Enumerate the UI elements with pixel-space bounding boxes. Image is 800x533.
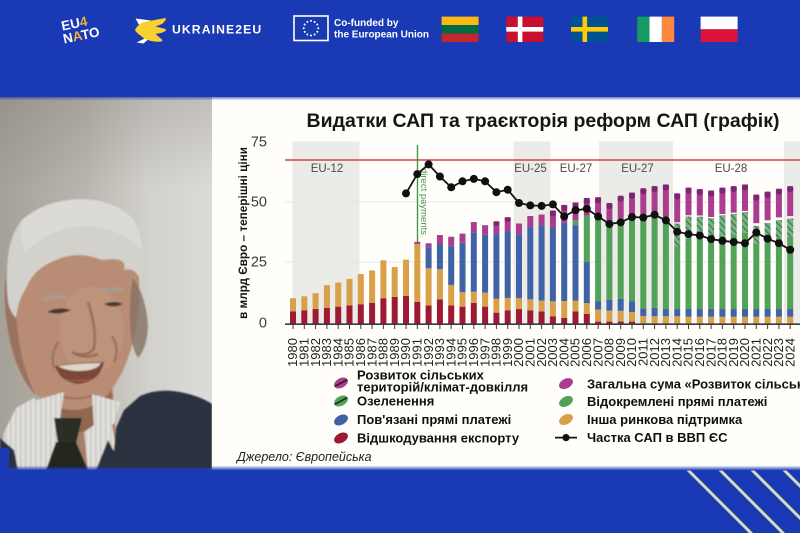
svg-text:1989: 1989 [387,338,402,367]
svg-text:25: 25 [251,255,267,271]
svg-text:2021: 2021 [749,338,764,367]
svg-text:EU4: EU4 [60,13,89,33]
svg-text:direct payments: direct payments [419,168,429,236]
svg-text:Розвиток сільських: Розвиток сільських [357,368,485,383]
svg-text:1994: 1994 [443,338,458,367]
svg-text:1985: 1985 [342,338,357,367]
svg-text:2018: 2018 [715,338,730,367]
svg-text:EU-27: EU-27 [560,163,593,175]
svg-text:2006: 2006 [579,338,594,367]
svg-text:в млрд Євро – теперішні ціни: в млрд Євро – теперішні ціни [236,147,250,319]
svg-text:1980: 1980 [285,338,300,367]
svg-text:2015: 2015 [681,338,696,367]
svg-text:NATO: NATO [62,24,101,46]
svg-text:EU-28: EU-28 [715,163,748,175]
svg-text:1986: 1986 [353,338,368,367]
svg-text:Загальна сума «Розвиток сільсь: Загальна сума «Розвиток сільськи [587,377,800,392]
svg-text:1981: 1981 [297,338,312,367]
svg-text:1992: 1992 [421,338,436,367]
svg-text:1990: 1990 [398,338,413,367]
svg-text:75: 75 [251,135,267,151]
svg-text:2020: 2020 [737,338,752,367]
svg-text:1982: 1982 [308,338,323,367]
svg-text:2001: 2001 [523,338,538,367]
svg-text:2008: 2008 [602,338,617,367]
svg-text:1987: 1987 [364,338,379,367]
svg-text:2012: 2012 [647,338,662,367]
svg-text:2004: 2004 [556,338,571,367]
svg-text:0: 0 [259,316,267,332]
svg-text:1988: 1988 [376,338,391,367]
svg-text:Інша ринкова підтримка: Інша ринкова підтримка [587,412,743,427]
svg-text:1991: 1991 [410,338,425,367]
svg-text:2010: 2010 [624,338,639,367]
svg-text:Частка САП в ВВП ЄС: Частка САП в ВВП ЄС [587,430,728,445]
svg-text:територій/клімат-довкілля: територій/клімат-довкілля [357,380,528,395]
svg-text:2000: 2000 [511,338,526,367]
svg-text:1995: 1995 [455,338,470,367]
svg-text:Видатки САП та траєкторія рефо: Видатки САП та траєкторія реформ САП (гр… [307,111,780,132]
svg-text:1993: 1993 [432,338,447,367]
svg-text:2022: 2022 [760,338,775,367]
svg-text:2011: 2011 [636,338,651,366]
svg-text:1999: 1999 [500,338,515,367]
svg-text:Джерело: Європейська: Джерело: Європейська [235,450,372,464]
svg-text:2016: 2016 [692,338,707,367]
svg-text:Озеленення: Озеленення [357,394,434,409]
svg-text:the European Union: the European Union [334,30,429,41]
svg-text:1984: 1984 [330,338,345,367]
svg-text:2007: 2007 [590,338,605,367]
svg-text:2009: 2009 [613,338,628,367]
svg-text:2023: 2023 [771,338,786,367]
svg-text:2017: 2017 [703,338,718,367]
svg-text:1983: 1983 [319,338,334,367]
svg-text:Відшкодування експорту: Відшкодування експорту [357,431,520,446]
svg-text:2019: 2019 [726,338,741,367]
svg-text:EU-27: EU-27 [621,163,654,175]
svg-text:Відокремлені прямі платежі: Відокремлені прямі платежі [587,394,767,409]
svg-text:2024: 2024 [782,338,797,367]
svg-text:UKRAINE2EU: UKRAINE2EU [172,23,262,37]
svg-text:2005: 2005 [568,338,583,367]
svg-text:1998: 1998 [489,338,504,367]
svg-text:2013: 2013 [658,338,673,367]
svg-text:Пов'язані прямі платежі: Пов'язані прямі платежі [357,412,511,427]
svg-text:EU-25: EU-25 [514,163,547,175]
svg-text:2014: 2014 [669,338,684,367]
svg-text:2002: 2002 [534,338,549,367]
svg-text:Co-funded by: Co-funded by [334,18,399,29]
svg-text:2003: 2003 [545,338,560,367]
svg-text:50: 50 [251,195,267,211]
svg-text:EU-12: EU-12 [311,163,344,175]
svg-text:1997: 1997 [477,338,492,367]
svg-text:1996: 1996 [466,338,481,367]
